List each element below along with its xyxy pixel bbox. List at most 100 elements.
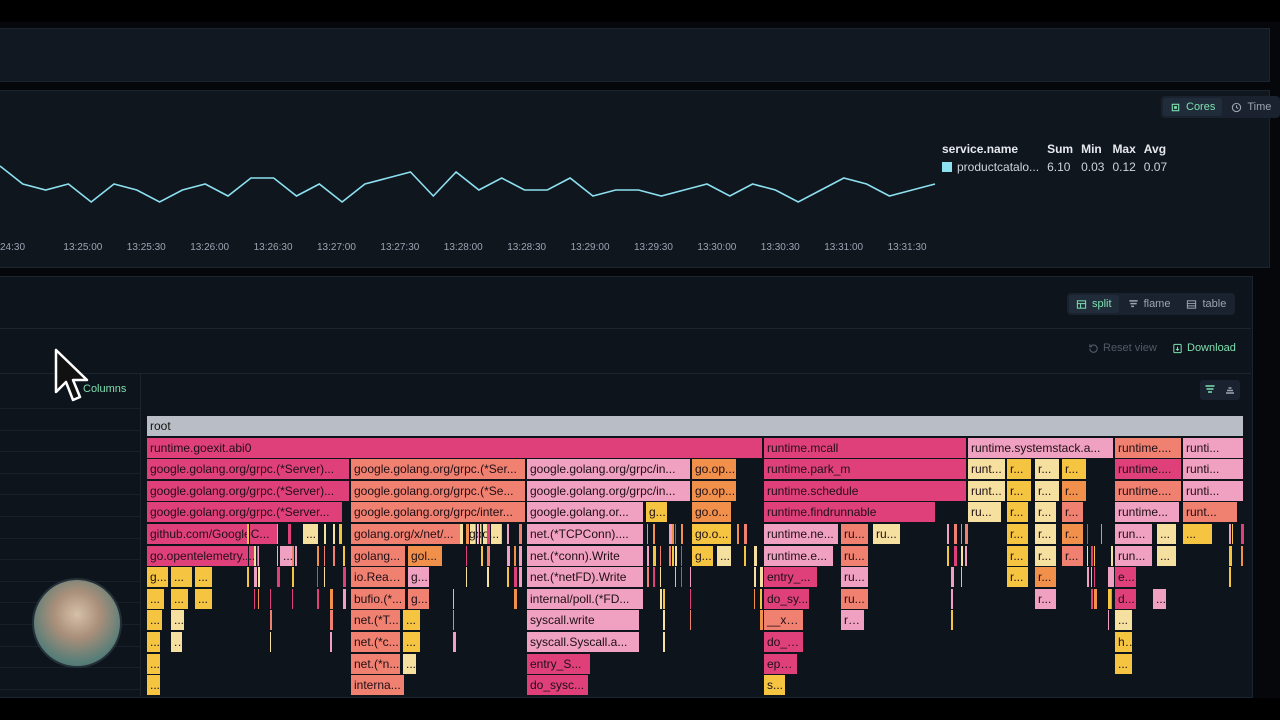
flame-frame[interactable]: google.golang.org/grpc.(*Server)... xyxy=(147,480,350,501)
flame-frame[interactable] xyxy=(277,567,281,588)
table-row[interactable] xyxy=(0,559,140,581)
flame-frame[interactable]: runtime.... xyxy=(1115,480,1182,501)
flame-frame[interactable]: runti... xyxy=(1183,459,1244,480)
flame-frame[interactable]: entry_S... xyxy=(527,653,591,674)
flame-frame[interactable] xyxy=(453,588,455,609)
flame-frame[interactable] xyxy=(519,567,523,588)
flame-frame[interactable] xyxy=(453,632,457,652)
flame-frame[interactable] xyxy=(333,545,336,566)
flame-frame[interactable] xyxy=(258,545,260,566)
flame-frame[interactable]: d... xyxy=(1115,588,1137,609)
flame-frame[interactable] xyxy=(343,567,347,588)
flame-frame[interactable]: s... xyxy=(764,675,786,696)
flame-frame[interactable]: r... xyxy=(1035,588,1057,609)
flame-frame[interactable] xyxy=(1232,524,1234,544)
flame-frame[interactable] xyxy=(760,588,763,609)
flame-frame[interactable]: ... xyxy=(1153,588,1167,609)
flame-frame[interactable]: r... xyxy=(1062,502,1084,523)
flame-frame[interactable]: ... xyxy=(403,610,421,631)
flame-frame[interactable] xyxy=(330,610,334,631)
flame-frame[interactable] xyxy=(653,567,656,588)
flame-frame[interactable]: ... xyxy=(1115,653,1133,674)
flame-filter-button[interactable] xyxy=(1200,380,1220,400)
flame-frame[interactable] xyxy=(507,545,511,566)
reset-view-button[interactable]: Reset view xyxy=(1088,342,1157,354)
flame-frame[interactable] xyxy=(754,545,758,566)
flame-frame[interactable] xyxy=(1087,567,1090,588)
flame-frame[interactable]: g... xyxy=(408,588,430,609)
flame-frame[interactable]: github.com/GoogleC... xyxy=(147,524,280,544)
flame-frame[interactable]: run... xyxy=(1115,545,1153,566)
flame-frame[interactable]: r... xyxy=(1007,480,1032,501)
table-row[interactable] xyxy=(0,451,140,473)
flame-frame[interactable] xyxy=(333,524,336,544)
flame-frame[interactable] xyxy=(317,545,320,566)
flame-frame[interactable]: runtime.park_m xyxy=(764,459,967,480)
flame-frame[interactable] xyxy=(258,567,261,588)
flame-frame[interactable] xyxy=(1087,524,1089,544)
table-row[interactable] xyxy=(0,667,140,689)
flame-frame[interactable]: google.golang.org/grpc.(*Se... xyxy=(351,480,526,501)
flame-frame[interactable] xyxy=(947,545,950,566)
table-row[interactable] xyxy=(0,688,140,711)
flame-frame[interactable] xyxy=(247,545,249,566)
flame-frame[interactable]: r... xyxy=(1062,459,1087,480)
flame-frame[interactable] xyxy=(324,567,326,588)
flame-frame[interactable]: __x6... xyxy=(764,610,804,631)
flame-frame[interactable]: internal/poll.(*FD... xyxy=(527,588,644,609)
flame-frame[interactable]: h... xyxy=(1115,632,1133,652)
flame-frame[interactable]: r... xyxy=(1035,545,1057,566)
flame-frame[interactable]: r... xyxy=(1035,502,1057,523)
flame-frame[interactable] xyxy=(1091,567,1093,588)
flame-frame[interactable] xyxy=(519,545,523,566)
flame-frame[interactable] xyxy=(690,610,692,631)
flame-frame[interactable]: r... xyxy=(1007,567,1029,588)
flame-frame[interactable]: do_e... xyxy=(764,632,804,652)
flame-frame[interactable]: google.golang.org/grpc.(*Server)... xyxy=(147,459,350,480)
flame-frame[interactable]: ... xyxy=(147,610,163,631)
flame-frame[interactable]: net.(*netFD).Write xyxy=(527,567,644,588)
table-row[interactable] xyxy=(0,516,140,538)
flame-frame[interactable]: r... xyxy=(1062,480,1087,501)
flame-frame[interactable] xyxy=(675,567,677,588)
flame-frame[interactable]: runtime.mcall xyxy=(764,437,967,458)
flame-frame[interactable] xyxy=(478,524,480,544)
flame-frame[interactable] xyxy=(660,567,662,588)
flame-frame[interactable]: e... xyxy=(1115,567,1137,588)
flame-frame[interactable] xyxy=(1111,588,1113,609)
flame-frame[interactable] xyxy=(681,545,683,566)
flame-frame[interactable] xyxy=(1111,567,1115,588)
flame-frame[interactable] xyxy=(475,524,477,544)
flame-frame[interactable]: ... xyxy=(1157,545,1177,566)
flame-frame[interactable] xyxy=(1111,545,1114,566)
flame-frame[interactable] xyxy=(647,567,650,588)
flame-frame[interactable] xyxy=(277,524,279,544)
flame-frame[interactable]: runtime.e... xyxy=(764,545,834,566)
flame-frame[interactable] xyxy=(324,524,327,544)
flame-frame[interactable]: ... xyxy=(1183,524,1213,544)
flame-frame[interactable] xyxy=(254,567,258,588)
flame-frame[interactable] xyxy=(501,524,503,544)
flame-frame[interactable] xyxy=(466,545,468,566)
flame-frame[interactable] xyxy=(1094,545,1096,566)
flame-frame[interactable] xyxy=(1087,545,1089,566)
flame-frame[interactable] xyxy=(951,610,954,631)
flame-frame[interactable] xyxy=(507,567,510,588)
flame-view-toggle[interactable]: flame xyxy=(1121,295,1178,313)
flame-frame[interactable]: google.golang.org/grpc/in... xyxy=(527,459,691,480)
flame-frame[interactable]: ... xyxy=(147,653,161,674)
flame-frame[interactable] xyxy=(339,524,343,544)
flame-frame[interactable]: ... xyxy=(403,632,421,652)
flame-frame[interactable] xyxy=(961,524,963,544)
flame-frame[interactable] xyxy=(744,545,747,566)
flame-frame[interactable] xyxy=(460,524,464,544)
flame-frame[interactable] xyxy=(653,524,656,544)
table-row[interactable] xyxy=(0,429,140,452)
flame-frame[interactable] xyxy=(330,588,334,609)
split-view-toggle[interactable]: split xyxy=(1069,295,1119,313)
flame-frame[interactable] xyxy=(754,588,756,609)
flame-frame[interactable] xyxy=(1241,524,1244,544)
flame-frame[interactable]: entry_... xyxy=(764,567,818,588)
flame-frame[interactable]: runtime... xyxy=(1115,502,1180,523)
flame-frame[interactable]: ... xyxy=(403,653,417,674)
